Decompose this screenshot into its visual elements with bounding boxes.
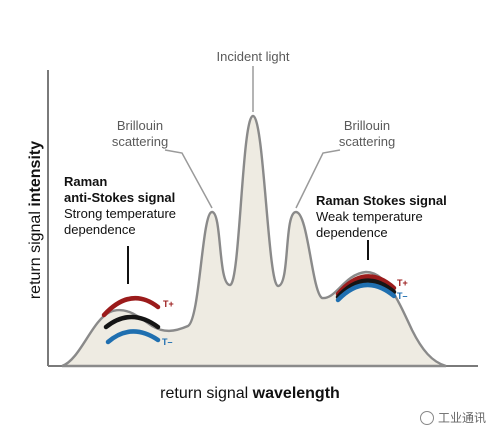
stokes-t-plus: T+ xyxy=(397,278,408,288)
raman-anti-line4: dependence xyxy=(64,222,136,237)
y-axis-label-bold: intensity xyxy=(27,140,44,207)
raman-stokes-line2: Weak temperature xyxy=(316,209,423,224)
brillouin-left-leader xyxy=(164,149,213,209)
x-axis-label-prefix: return signal xyxy=(160,385,253,402)
watermark-text: 工业通讯 xyxy=(437,411,486,425)
spectrum-curve xyxy=(61,114,447,368)
x-axis-label-bold: wavelength xyxy=(252,385,340,402)
stokes-black-arc xyxy=(335,278,397,300)
y-axis-label: return signal intensity xyxy=(27,90,45,350)
anti-stokes-t-plus: T+ xyxy=(163,299,174,309)
stokes-t-minus: T– xyxy=(397,291,408,301)
brillouin-right-label: Brillouin scattering xyxy=(322,118,412,150)
anti-stokes-t-minus: T– xyxy=(162,337,173,347)
stokes-red-arc xyxy=(335,274,397,297)
raman-stokes-line1: Raman Stokes signal xyxy=(316,193,447,208)
incident-light-label: Incident light xyxy=(216,49,290,64)
brillouin-left-line1: Brillouin xyxy=(116,118,164,133)
brillouin-right-line2: scattering xyxy=(338,134,396,149)
raman-stokes-line3: dependence xyxy=(316,225,388,240)
brillouin-left-line2: scattering xyxy=(111,134,169,149)
raman-anti-line2: anti-Stokes signal xyxy=(64,190,176,205)
anti-stokes-black-arc xyxy=(103,314,161,330)
raman-anti-line3: Strong temperature xyxy=(64,206,177,221)
anti-stokes-blue-arc xyxy=(105,329,161,345)
brillouin-right-leader xyxy=(295,149,341,209)
brillouin-right-line1: Brillouin xyxy=(343,118,391,133)
x-axis-label: return signal wavelength xyxy=(0,385,500,403)
stokes-blue-arc xyxy=(335,282,397,303)
brillouin-left-label: Brillouin scattering xyxy=(95,118,185,150)
anti-stokes-red-arc xyxy=(101,295,161,318)
y-axis-label-prefix: return signal xyxy=(27,206,44,300)
raman-anti-line1: Raman xyxy=(64,174,108,189)
raman-anti-stokes-label: Raman anti-Stokes signal Strong temperat… xyxy=(64,174,224,238)
raman-stokes-label: Raman Stokes signal Weak temperature dep… xyxy=(316,193,486,241)
wechat-icon xyxy=(419,410,434,425)
watermark: 工业通讯 xyxy=(419,409,486,426)
